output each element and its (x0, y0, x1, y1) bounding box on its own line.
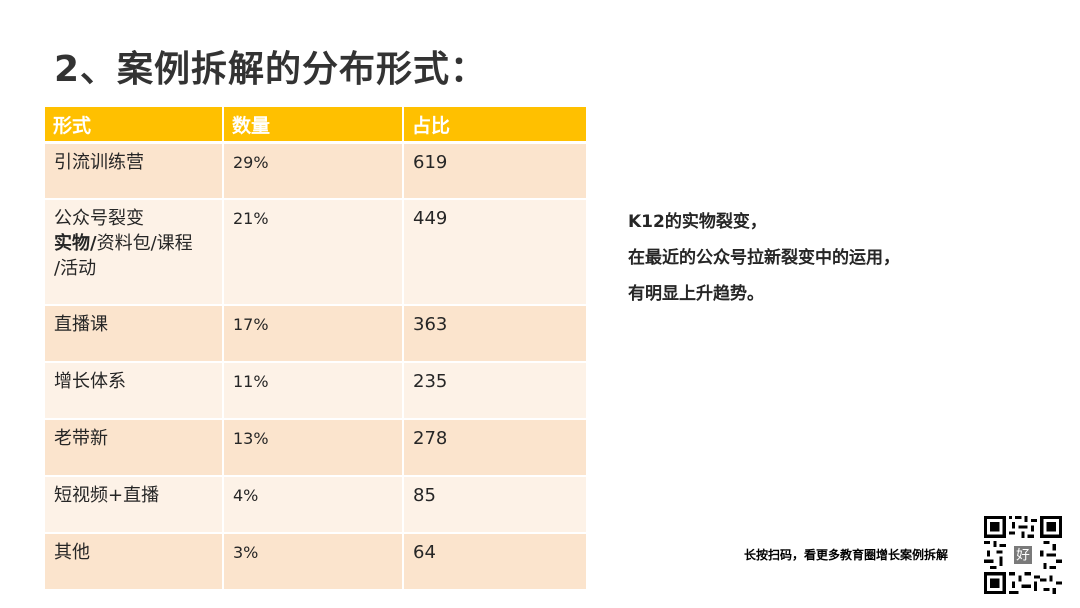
cell-count: 11% (224, 363, 404, 420)
table-row: 短视频+直播 4% 85 (45, 477, 586, 534)
cell-form: 引流训练营 (45, 144, 224, 200)
cell-count: 4% (224, 477, 404, 534)
cell-count: 13% (224, 420, 404, 477)
cell-count: 21% (224, 200, 404, 306)
table-header-row: 形式 数量 占比 (45, 107, 586, 144)
cell-form: 增长体系 (45, 363, 224, 420)
cell-form-rest: 资料包/课程 (96, 233, 193, 254)
cell-form-line3: /活动 (54, 258, 97, 279)
cell-ratio: 363 (404, 306, 586, 363)
header-ratio: 占比 (404, 107, 586, 144)
cell-form-line1: 公众号裂变 (54, 208, 144, 229)
cell-form: 短视频+直播 (45, 477, 224, 534)
cell-count: 3% (224, 534, 404, 591)
cell-ratio: 85 (404, 477, 586, 534)
cell-ratio: 449 (404, 200, 586, 306)
cell-form: 公众号裂变 实物/资料包/课程 /活动 (45, 200, 224, 306)
qr-center-label: 好 (1016, 548, 1030, 564)
table-row: 其他 3% 64 (45, 534, 586, 591)
cell-ratio: 235 (404, 363, 586, 420)
cell-form: 老带新 (45, 420, 224, 477)
cell-form: 其他 (45, 534, 224, 591)
note-line3: 有明显上升趋势。 (628, 284, 764, 304)
page-title: 2、案例拆解的分布形式： (54, 49, 488, 90)
header-form: 形式 (45, 107, 224, 144)
qr-caption: 长按扫码，看更多教育圈增长案例拆解 (744, 548, 949, 562)
table-row: 公众号裂变 实物/资料包/课程 /活动 21% 449 (45, 200, 586, 306)
side-note: K12的实物裂变， 在最近的公众号拉新裂变中的运用， 有明显上升趋势。 (628, 204, 900, 312)
note-line1: K12的实物裂变， (628, 212, 767, 232)
cell-form-line2: 实物/资料包/课程 (54, 231, 222, 256)
distribution-table: 形式 数量 占比 引流训练营 29% 619 公众号裂变 实物/资料包/课程 /… (45, 107, 586, 591)
cell-ratio: 619 (404, 144, 586, 200)
cell-ratio: 64 (404, 534, 586, 591)
cell-count: 29% (224, 144, 404, 200)
header-count: 数量 (224, 107, 404, 144)
note-line2: 在最近的公众号拉新裂变中的运用， (628, 248, 900, 268)
cell-count: 17% (224, 306, 404, 363)
cell-ratio: 278 (404, 420, 586, 477)
qr-code-icon[interactable]: 好 (984, 516, 1062, 594)
table-row: 老带新 13% 278 (45, 420, 586, 477)
cell-form-bold: 实物/ (54, 233, 97, 254)
cell-form: 直播课 (45, 306, 224, 363)
table-row: 增长体系 11% 235 (45, 363, 586, 420)
table-row: 引流训练营 29% 619 (45, 144, 586, 200)
table-row: 直播课 17% 363 (45, 306, 586, 363)
